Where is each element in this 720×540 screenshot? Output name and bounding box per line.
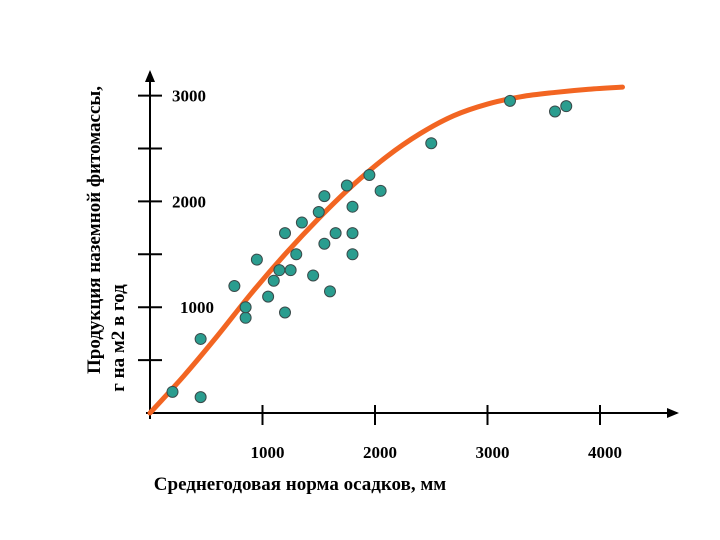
data-point-18 bbox=[318, 237, 331, 250]
trend-layer bbox=[147, 84, 625, 416]
data-point-23 bbox=[346, 248, 359, 261]
data-point-22 bbox=[340, 179, 353, 192]
data-point-25 bbox=[346, 200, 359, 213]
data-point-10 bbox=[273, 264, 286, 277]
trend-line bbox=[147, 84, 625, 416]
points-layer bbox=[166, 94, 573, 404]
data-point-3 bbox=[194, 332, 207, 345]
x-tick-label-2000: 2000 bbox=[363, 443, 397, 462]
data-point-2 bbox=[194, 391, 207, 404]
data-point-29 bbox=[504, 94, 516, 107]
data-point-14 bbox=[290, 248, 303, 261]
y-axis-title-line-2: г на м2 в год bbox=[108, 284, 129, 392]
data-point-28 bbox=[425, 137, 438, 150]
data-point-13 bbox=[284, 264, 297, 277]
data-point-5 bbox=[239, 311, 252, 324]
data-point-8 bbox=[262, 290, 275, 303]
data-point-4 bbox=[228, 280, 241, 293]
data-point-1 bbox=[166, 385, 179, 398]
data-point-31 bbox=[560, 100, 573, 113]
x-tick-label-4000: 4000 bbox=[588, 443, 622, 462]
data-point-6 bbox=[239, 301, 252, 314]
data-point-27 bbox=[374, 184, 387, 197]
data-point-21 bbox=[329, 227, 342, 240]
x-tick-label-3000: 3000 bbox=[476, 443, 510, 462]
data-point-7 bbox=[250, 253, 263, 266]
data-point-16 bbox=[307, 269, 320, 282]
y-tick-label-2000: 2000 bbox=[172, 192, 206, 211]
data-point-17 bbox=[312, 205, 325, 218]
data-point-19 bbox=[318, 190, 331, 203]
y-tick-label-1000: 1000 bbox=[180, 298, 214, 317]
y-axis-title-line-1: Продукция наземной фитомассы, bbox=[84, 86, 105, 374]
axes: 1000 2000 3000 1000 2000 3000 4000 bbox=[138, 70, 679, 462]
data-point-20 bbox=[324, 285, 336, 298]
labels-layer: Среднегодовая норма осадков, мм Продукци… bbox=[84, 86, 446, 495]
data-point-30 bbox=[549, 105, 561, 118]
y-tick-label-3000: 3000 bbox=[172, 87, 206, 106]
data-point-12 bbox=[279, 227, 291, 240]
x-tick-label-1000: 1000 bbox=[251, 443, 285, 462]
x-axis-title: Среднегодовая норма осадков, мм bbox=[154, 474, 446, 495]
data-point-9 bbox=[267, 274, 280, 287]
data-point-15 bbox=[295, 216, 308, 229]
data-point-11 bbox=[279, 306, 291, 319]
data-point-24 bbox=[346, 227, 359, 240]
data-point-26 bbox=[363, 168, 376, 181]
